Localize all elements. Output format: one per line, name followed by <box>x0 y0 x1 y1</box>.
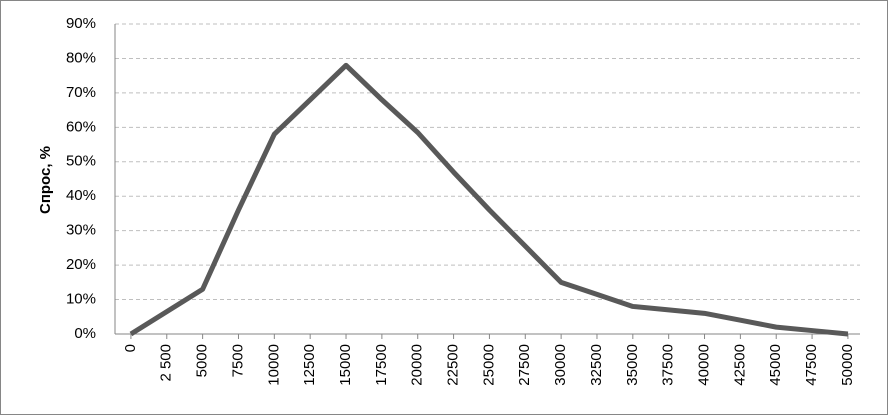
x-tick-label: 40000 <box>695 344 712 386</box>
x-tick-label: 30000 <box>552 344 569 386</box>
x-tick-label: 42500 <box>731 344 748 386</box>
x-tick-label: 7500 <box>229 344 246 377</box>
x-tick-label: 35000 <box>624 344 641 386</box>
x-tick-label: 2 500 <box>158 344 175 382</box>
y-tick-label: 10% <box>66 291 96 308</box>
x-tick-label: 47500 <box>803 344 820 386</box>
x-tick-label: 0 <box>122 344 139 352</box>
x-tick-label: 25000 <box>480 344 497 386</box>
y-tick-label: 70% <box>66 84 96 101</box>
x-tick-label: 12500 <box>301 344 318 386</box>
x-tick-label: 10000 <box>265 344 282 386</box>
x-tick-label: 27500 <box>516 344 533 386</box>
y-tick-label: 20% <box>66 256 96 273</box>
y-tick-label: 0% <box>74 325 96 342</box>
x-tick-label: 5000 <box>194 344 211 377</box>
x-tick-label: 37500 <box>660 344 677 386</box>
y-tick-label: 60% <box>66 118 96 135</box>
y-tick-label: 50% <box>66 153 96 170</box>
y-tick-label: 90% <box>66 15 96 32</box>
x-tick-label: 45000 <box>767 344 784 386</box>
y-axis-title: Спрос, % <box>37 146 54 214</box>
x-tick-label: 17500 <box>373 344 390 386</box>
x-tick-label: 20000 <box>409 344 426 386</box>
data-line <box>129 62 849 337</box>
x-tick-label: 32500 <box>588 344 605 386</box>
y-tick-label: 80% <box>66 49 96 66</box>
y-tick-label: 40% <box>66 187 96 204</box>
y-tick-label: 30% <box>66 222 96 239</box>
x-tick-label: 22500 <box>445 344 462 386</box>
x-tick-label: 15000 <box>337 344 354 386</box>
x-tick-label: 50000 <box>839 344 856 386</box>
